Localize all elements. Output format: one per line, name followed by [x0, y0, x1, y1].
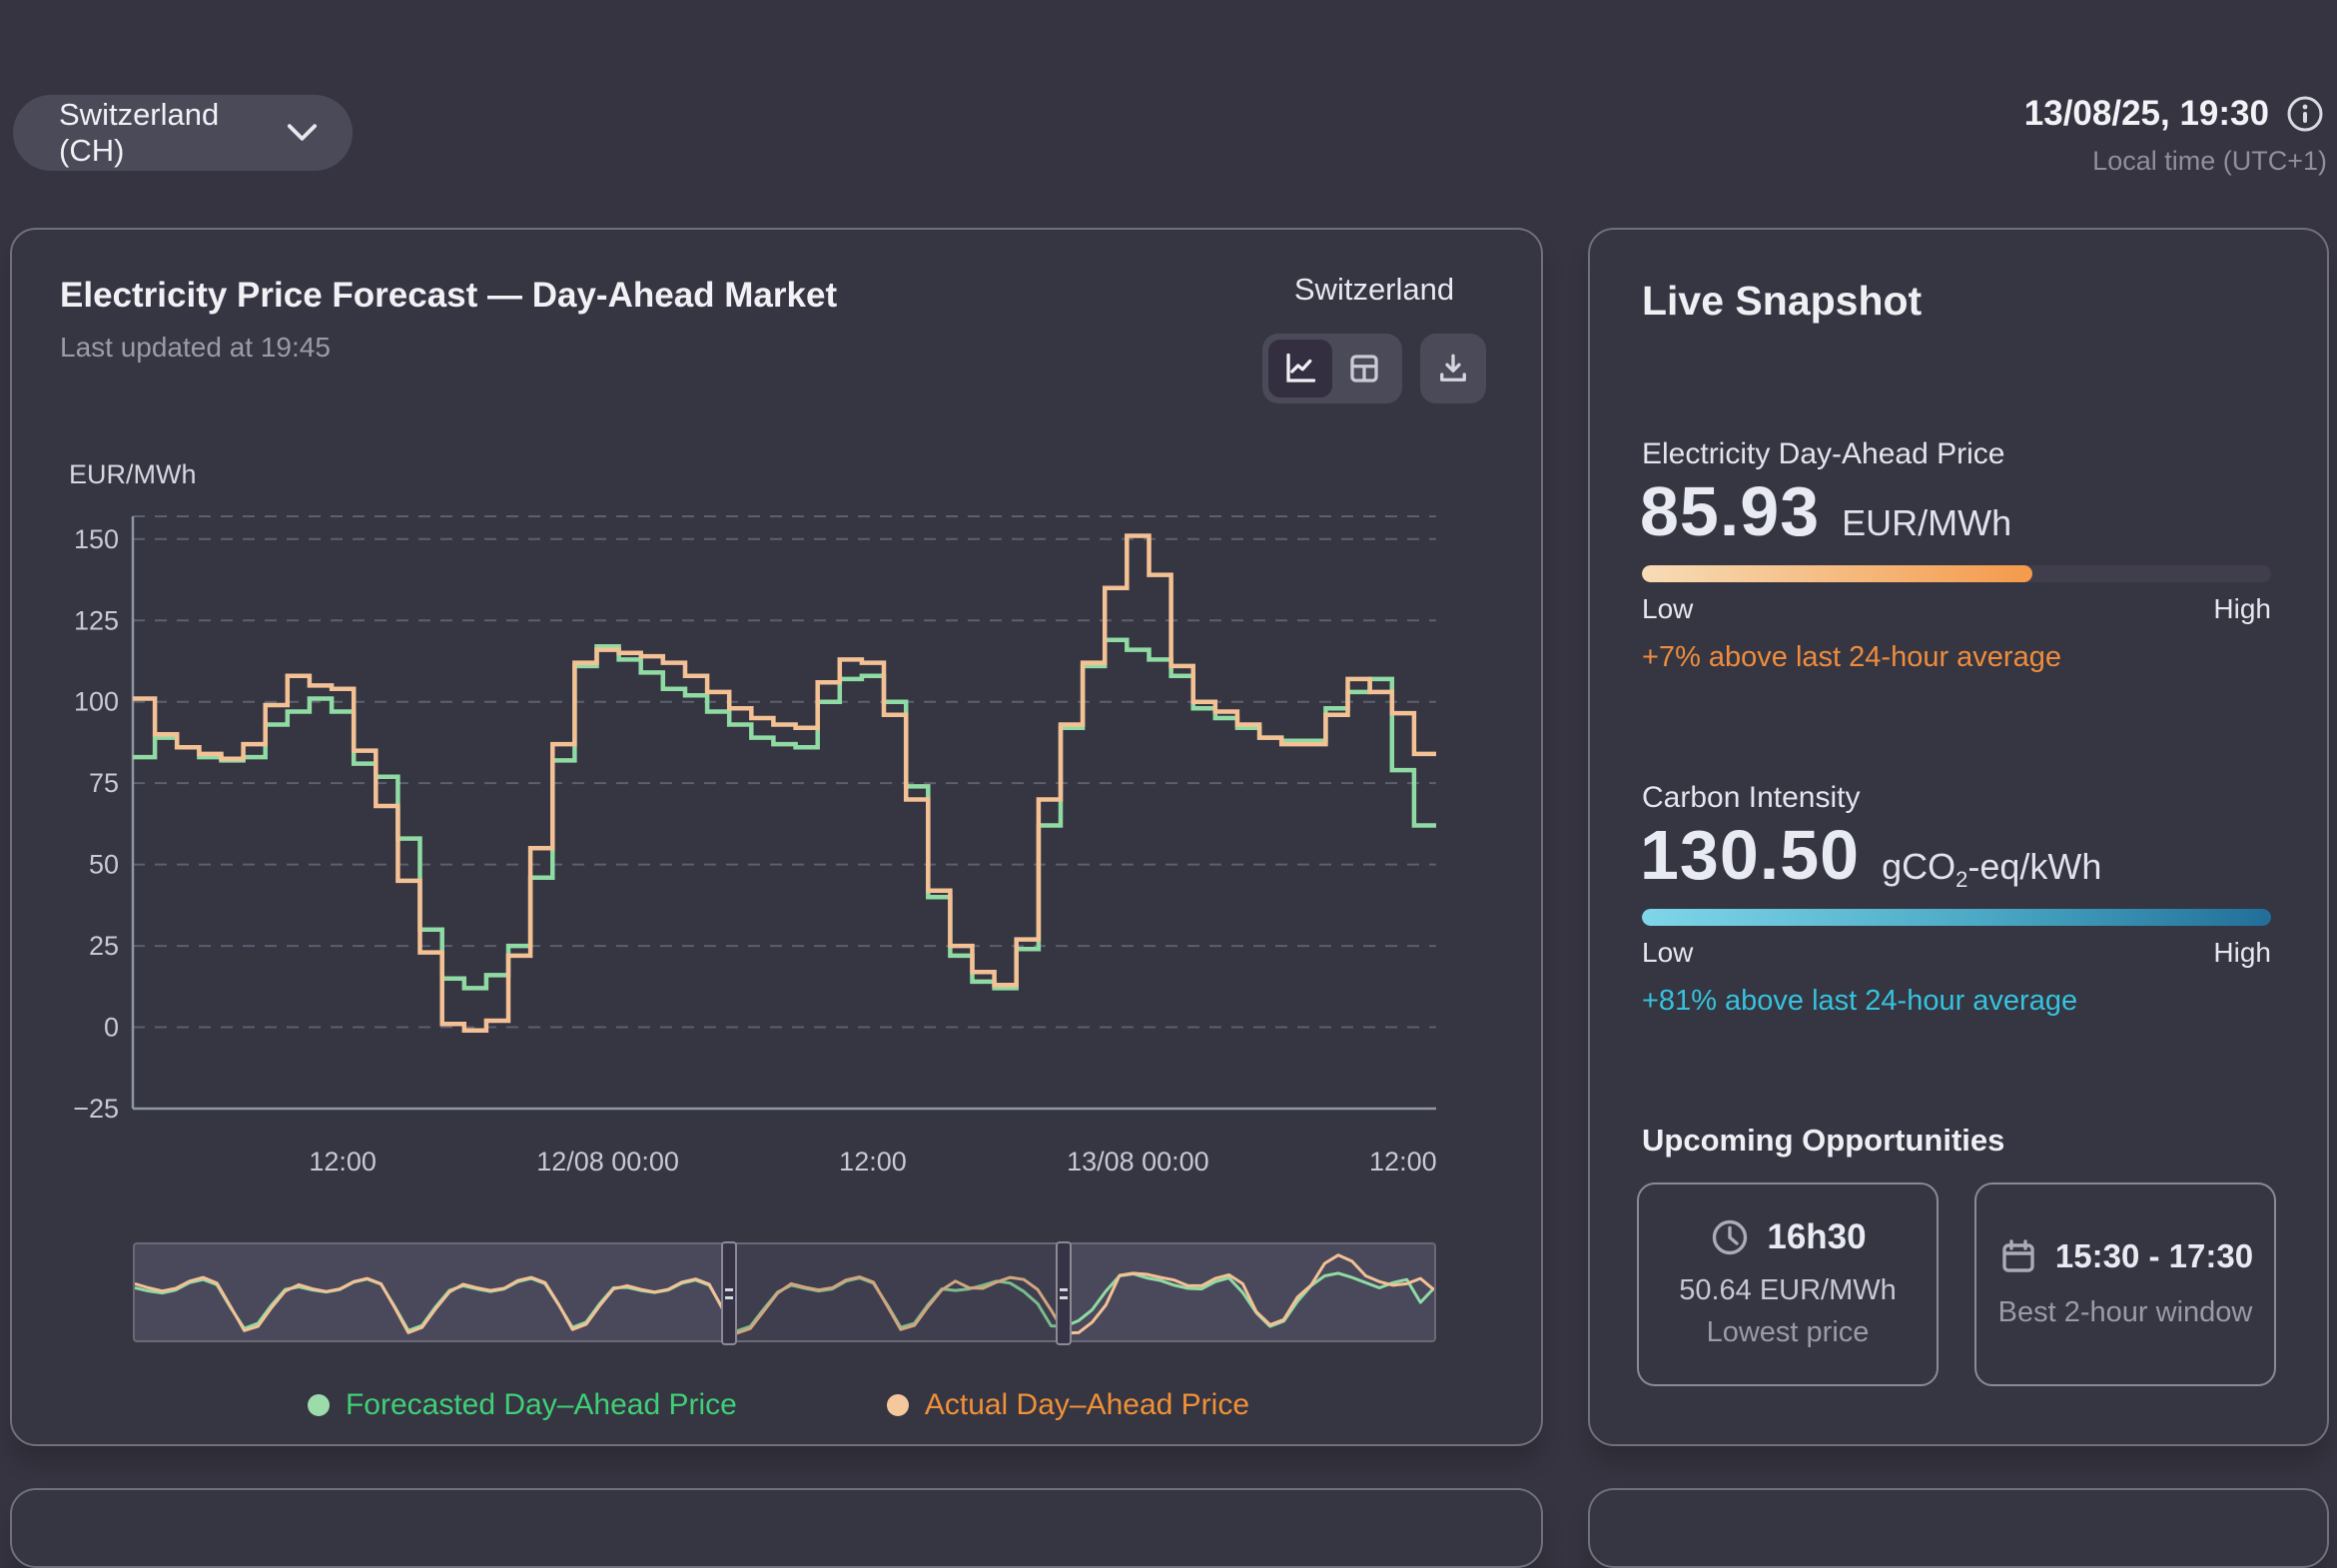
brush-handle-left[interactable]	[720, 1241, 737, 1345]
forecast-card: Electricity Price Forecast — Day-Ahead M…	[10, 228, 1543, 1446]
current-datetime: 13/08/25, 19:30	[2023, 94, 2269, 133]
opportunity-window: 15:30 - 17:30	[2054, 1237, 2254, 1275]
snapshot-title: Live Snapshot	[1642, 278, 1923, 324]
opportunity-price: 50.64 EUR/MWh	[1679, 1273, 1897, 1306]
current-time-block: 13/08/25, 19:30 Local time (UTC+1)	[1708, 92, 2327, 177]
y-axis-unit-label: EUR/MWh	[69, 459, 197, 489]
svg-text:100: 100	[74, 687, 119, 717]
svg-text:12:00: 12:00	[1369, 1147, 1437, 1176]
legend-actual-label: Actual Day–Ahead Price	[924, 1388, 1250, 1421]
svg-text:12:00: 12:00	[839, 1147, 907, 1176]
chart-legend: Forecasted Day–Ahead Price Actual Day–Ah…	[12, 1388, 1545, 1422]
forecast-card-subtitle: Last updated at 19:45	[60, 332, 331, 363]
country-selector-label: Switzerland (CH)	[59, 97, 220, 168]
legend-forecast-label: Forecasted Day–Ahead Price	[345, 1388, 737, 1421]
carbon-scale-high: High	[2213, 937, 2271, 968]
country-selector-dropdown[interactable]: Switzerland (CH)	[13, 95, 353, 171]
forecast-card-title: Electricity Price Forecast — Day-Ahead M…	[60, 276, 838, 315]
svg-text:12/08 00:00: 12/08 00:00	[536, 1147, 679, 1176]
carbon-scale-bar	[1642, 909, 2271, 926]
chart-overview-brush[interactable]	[133, 1241, 1436, 1345]
svg-text:125: 125	[74, 605, 119, 635]
svg-text:50: 50	[89, 850, 119, 880]
opportunity-time: 16h30	[1767, 1216, 1867, 1256]
region-label: Switzerland	[1293, 272, 1455, 307]
chevron-down-icon	[287, 124, 318, 141]
price-metric-label: Electricity Day-Ahead Price	[1642, 437, 2005, 470]
table-icon	[1350, 355, 1378, 383]
svg-text:75: 75	[89, 768, 119, 798]
price-metric-unit: EUR/MWh	[1842, 502, 2012, 543]
download-icon	[1440, 354, 1466, 382]
price-delta-note: +7% above last 24-hour average	[1642, 641, 2061, 673]
actual-dot-icon	[886, 1394, 909, 1416]
price-metric-value: 85.93	[1640, 472, 1821, 550]
carbon-delta-note: +81% above last 24-hour average	[1642, 985, 2078, 1017]
opportunities-title: Upcoming Opportunities	[1642, 1123, 2005, 1158]
forecast-dot-icon	[307, 1394, 330, 1416]
opportunity-caption: Best 2-hour window	[1997, 1296, 2253, 1329]
line-chart-icon	[1286, 353, 1316, 383]
svg-text:0: 0	[104, 1013, 119, 1043]
table-view-button[interactable]	[1332, 340, 1396, 397]
info-icon[interactable]	[2283, 92, 2327, 136]
legend-item-actual[interactable]: Actual Day–Ahead Price	[886, 1388, 1250, 1422]
carbon-scale-low: Low	[1642, 937, 1694, 968]
carbon-metric-label: Carbon Intensity	[1642, 781, 1861, 814]
legend-item-forecast[interactable]: Forecasted Day–Ahead Price	[307, 1388, 737, 1422]
chart-view-button[interactable]	[1268, 340, 1332, 397]
carbon-metric-unit: gCO2-eq/kWh	[1882, 846, 2102, 893]
brush-selected-range[interactable]	[728, 1244, 1065, 1340]
svg-text:13/08 00:00: 13/08 00:00	[1067, 1147, 1209, 1176]
price-scale-low: Low	[1642, 593, 1694, 624]
opportunity-card-best-window: 15:30 - 17:30 Best 2-hour window	[1974, 1182, 2276, 1386]
next-section-card-right	[1588, 1488, 2329, 1568]
price-scale-high: High	[2213, 593, 2271, 624]
calendar-icon	[2002, 1239, 2034, 1273]
clock-icon	[1713, 1219, 1748, 1255]
live-snapshot-card: Live Snapshot Electricity Day-Ahead Pric…	[1588, 228, 2329, 1446]
svg-text:12:00: 12:00	[309, 1147, 377, 1176]
download-button[interactable]	[1420, 334, 1486, 403]
svg-text:−25: −25	[73, 1094, 119, 1124]
svg-text:25: 25	[89, 931, 119, 961]
opportunity-card-lowest-price: 16h30 50.64 EUR/MWh Lowest price	[1637, 1182, 1939, 1386]
price-scale-bar	[1642, 565, 2271, 582]
view-toggle	[1262, 334, 1402, 403]
next-section-card-left	[10, 1488, 1543, 1568]
brush-handle-right[interactable]	[1056, 1241, 1073, 1345]
price-forecast-chart[interactable]: 150 125 100 75 50 25 0 −25 12:00 12/08 00:00 12:00…	[12, 230, 1545, 1218]
opportunity-caption: Lowest price	[1706, 1315, 1870, 1348]
overview-minimap	[134, 1253, 1436, 1335]
svg-text:150: 150	[74, 524, 119, 554]
timezone-note: Local time (UTC+1)	[2092, 146, 2327, 176]
carbon-metric-value: 130.50	[1640, 816, 1861, 894]
